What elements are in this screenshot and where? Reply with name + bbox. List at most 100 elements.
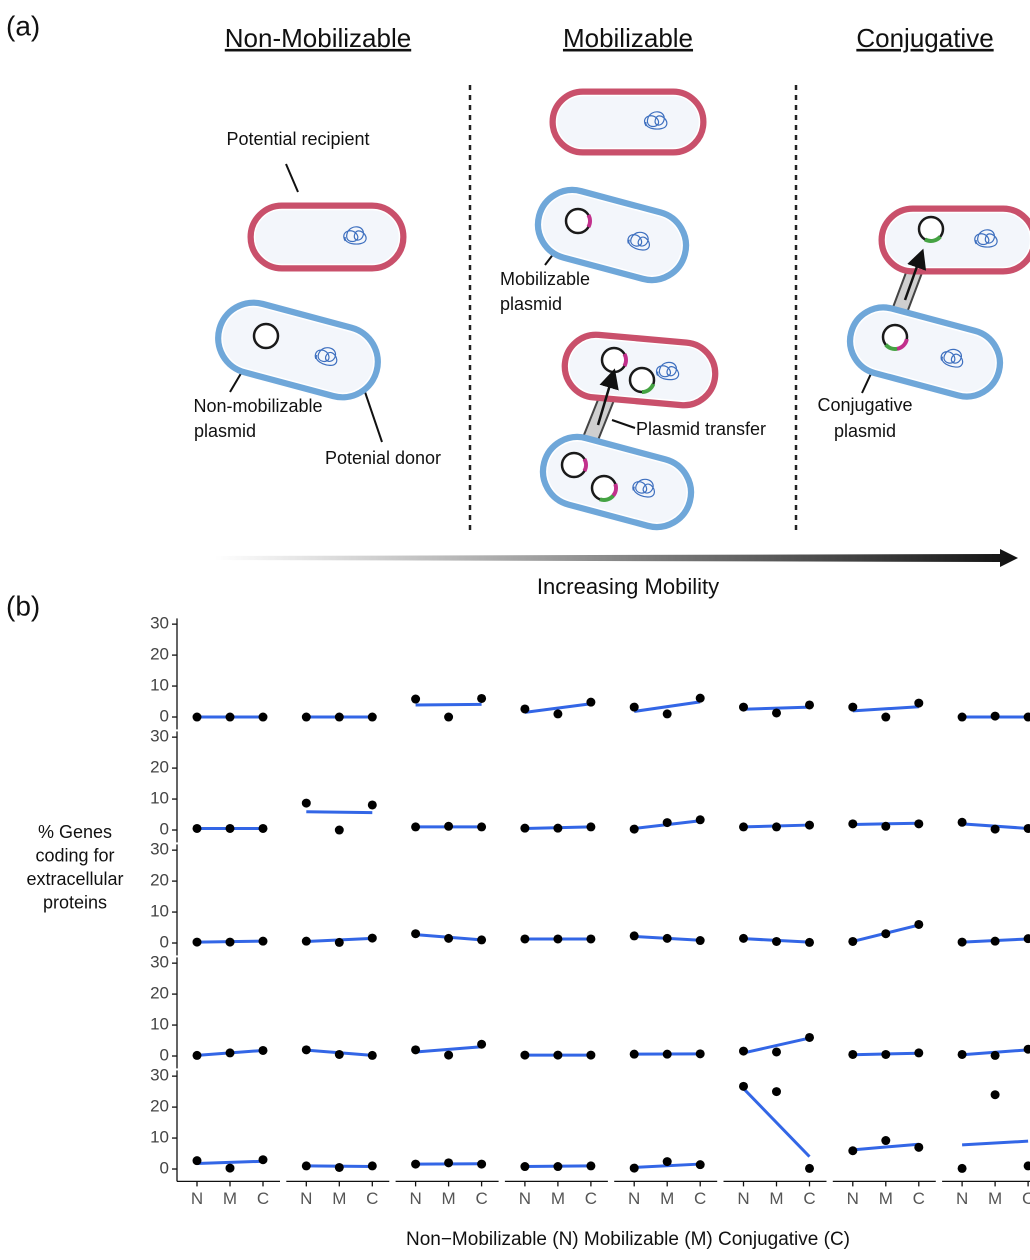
point [335,1050,344,1059]
point [630,825,639,834]
y-tick-label: 0 [160,1046,169,1065]
point [477,1160,486,1169]
point [226,938,235,947]
y-tick-label: 20 [150,871,169,890]
point [368,1161,377,1170]
plasmid-label: Mobilizable [500,269,590,289]
x-tick-label: N [191,1189,203,1208]
point [553,1162,562,1171]
point [586,698,595,707]
point [805,821,814,830]
point [772,822,781,831]
heading: Conjugative [856,23,993,53]
x-axis-title: Non−Mobilizable (N) Mobilizable (M) Conj… [406,1229,850,1250]
point [958,713,967,722]
point [739,1047,748,1056]
point [226,713,235,722]
fit-line [962,1141,1028,1145]
y-tick-label: 10 [150,1128,169,1147]
fit-line [197,1161,263,1163]
point [958,1050,967,1059]
x-tick-label: N [300,1189,312,1208]
y-tick-label: 20 [150,758,169,777]
point [696,815,705,824]
point [259,1046,268,1055]
panel-label: (a) [6,10,40,41]
point [1024,824,1030,833]
plasmid-label: plasmid [194,421,256,441]
x-tick-label: M [442,1189,456,1208]
x-tick-label: N [519,1189,531,1208]
point [772,1047,781,1056]
point [553,824,562,833]
point [772,937,781,946]
point [368,713,377,722]
point [739,1082,748,1091]
point [586,822,595,831]
y-tick-label: 0 [160,1159,169,1178]
point [477,935,486,944]
y-tick-label: 20 [150,645,169,664]
cell-wall [553,92,703,152]
point [368,1051,377,1060]
point [991,1090,1000,1099]
point [586,1161,595,1170]
x-tick-label: C [803,1189,815,1208]
x-tick-label: M [223,1189,237,1208]
y-tick-label: 10 [150,676,169,695]
plasmid-gene [588,215,590,227]
point [411,822,420,831]
point [881,713,890,722]
plasmid-gene [624,354,626,366]
point [444,713,453,722]
point [586,934,595,943]
fit-line [853,707,919,711]
point [881,1050,890,1059]
fit-line [853,1144,919,1150]
point [193,938,202,947]
y-tick-label: 20 [150,984,169,1003]
y-axis-title: coding for [35,845,114,865]
point [259,824,268,833]
point [335,1163,344,1172]
x-tick-label: C [475,1189,487,1208]
fit-line [306,812,372,813]
plasmid-label: plasmid [500,294,562,314]
point [477,1040,486,1049]
heading: Mobilizable [563,23,693,53]
x-tick-label: M [988,1189,1002,1208]
point [302,1045,311,1054]
point [586,1051,595,1060]
point [696,1049,705,1058]
point [335,938,344,947]
x-tick-label: C [694,1189,706,1208]
y-tick-label: 0 [160,820,169,839]
fit-line [744,1089,810,1157]
point [991,1051,1000,1060]
point [630,931,639,940]
cell [536,430,698,535]
point [335,713,344,722]
point [1024,1161,1030,1170]
y-tick-label: 10 [150,789,169,808]
point [259,713,268,722]
cell-wall [882,209,1030,271]
point [226,1048,235,1057]
arrow-label: Increasing Mobility [537,574,719,599]
point [553,1051,562,1060]
point [226,824,235,833]
plasmid-label: Conjugative [817,395,912,415]
point [1024,713,1030,722]
point [226,1164,235,1173]
point [739,934,748,943]
leader [286,164,298,192]
point [259,1155,268,1164]
point [958,1164,967,1173]
cell-label: Potential recipient [226,129,369,149]
point [368,934,377,943]
point [444,934,453,943]
point [411,695,420,704]
x-tick-label: N [737,1189,749,1208]
point [630,703,639,712]
point [991,712,1000,721]
